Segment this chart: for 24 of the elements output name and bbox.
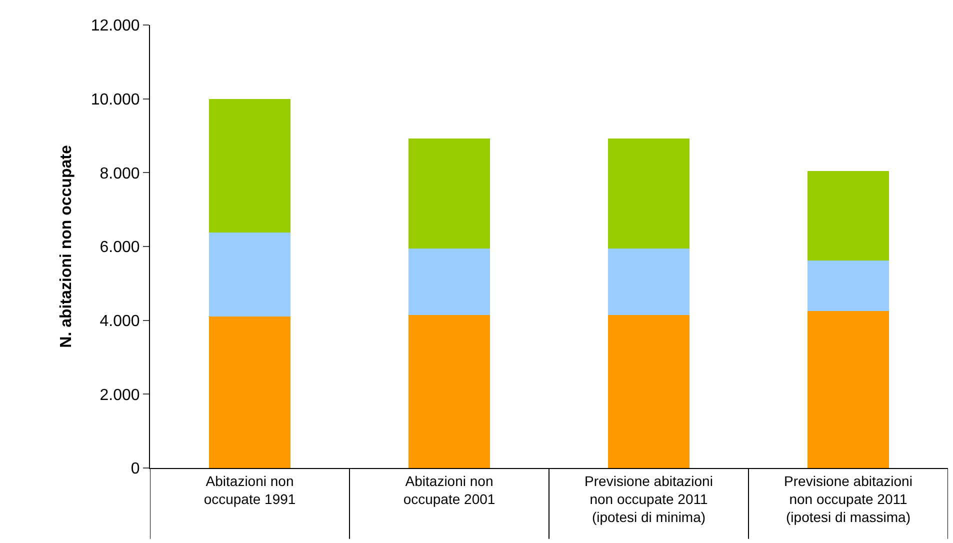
y-tick-label: 2.000 [100, 386, 140, 404]
bar [807, 311, 890, 468]
y-tick-label: 8.000 [100, 165, 140, 182]
y-tick-label: 10.000 [90, 91, 140, 108]
bar [807, 260, 890, 312]
bar [608, 248, 690, 315]
x-tick-label: Abitazioni non occupate 1991 [204, 472, 296, 507]
x-tick-label: Abitazioni non occupate 2001 [403, 472, 496, 507]
x-tick-label: Previsione abitazioni non occupate 2011 (ipotesi di minima) [584, 472, 713, 526]
y-tick-label: 0 [130, 460, 140, 478]
bar [408, 314, 490, 468]
bar [608, 138, 690, 248]
bar [208, 98, 291, 232]
bar [608, 314, 690, 468]
bar [208, 232, 291, 317]
y-tick-label: 6.000 [100, 239, 140, 256]
x-tick-label: Previsione abitazioni non occupate 2011 (ipotesi di massima) [784, 472, 912, 526]
y-axis-title: N. abitazioni non occupate [58, 145, 75, 348]
y-tick-label: 4.000 [100, 312, 140, 330]
bar [408, 248, 490, 315]
bar [408, 138, 490, 248]
y-tick-label: 12.000 [90, 18, 140, 35]
bar [208, 316, 291, 468]
bar [807, 170, 890, 261]
